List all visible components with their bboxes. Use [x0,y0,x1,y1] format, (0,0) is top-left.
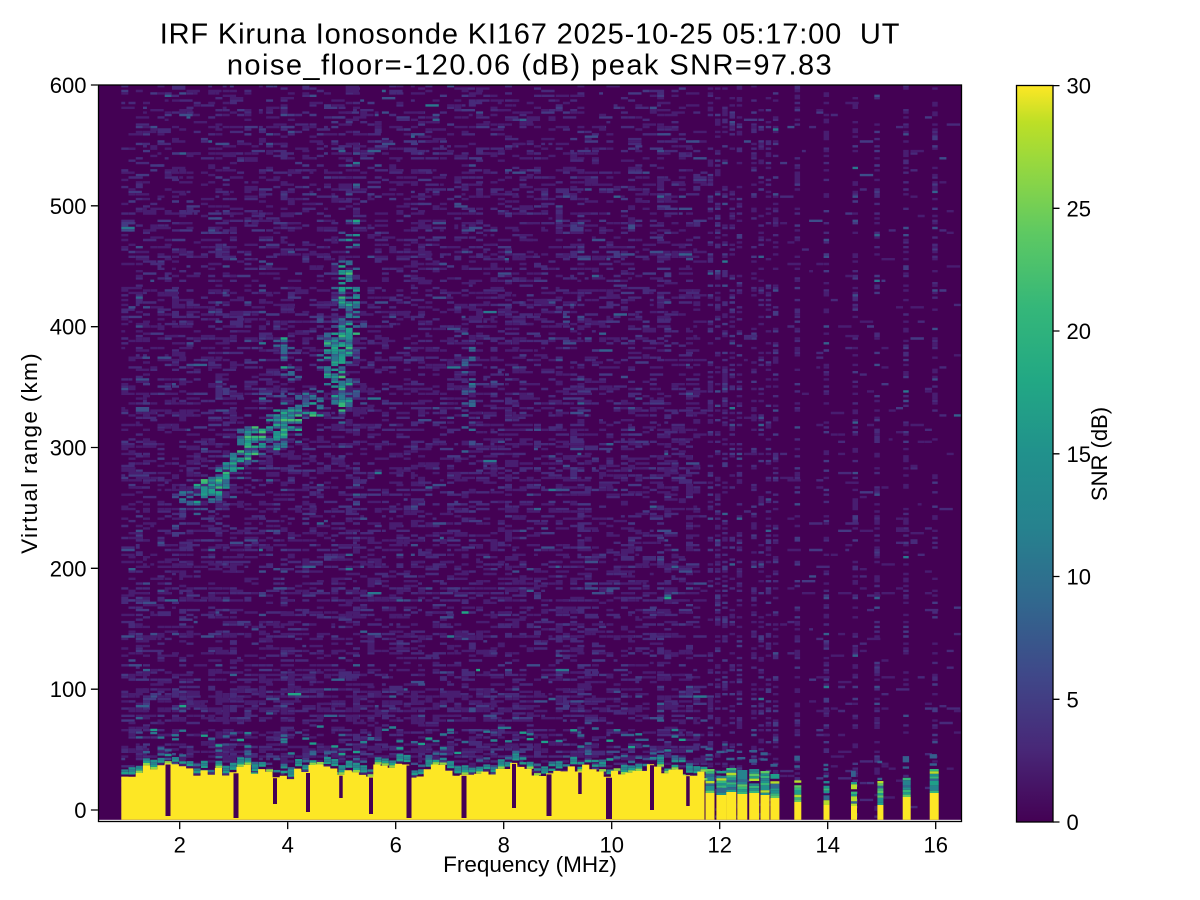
svg-text:12: 12 [707,833,731,858]
svg-text:16: 16 [923,833,947,858]
svg-text:14: 14 [815,833,839,858]
svg-text:2: 2 [174,833,186,858]
svg-text:600: 600 [50,73,87,98]
svg-text:0: 0 [1067,810,1079,835]
svg-text:6: 6 [390,833,402,858]
svg-text:15: 15 [1067,442,1091,467]
svg-text:0: 0 [74,798,86,823]
svg-text:8: 8 [498,833,510,858]
svg-text:Frequency (MHz): Frequency (MHz) [443,852,617,877]
svg-text:IRF Kiruna Ionosonde KI167 202: IRF Kiruna Ionosonde KI167 2025-10-25 05… [160,19,901,51]
svg-text:SNR (dB): SNR (dB) [1087,407,1112,501]
svg-text:300: 300 [50,436,87,461]
svg-text:25: 25 [1067,196,1091,221]
svg-text:20: 20 [1067,319,1091,344]
svg-text:30: 30 [1067,74,1091,99]
svg-text:4: 4 [282,833,294,858]
svg-text:Virtual range (km): Virtual range (km) [17,352,42,554]
svg-text:200: 200 [50,556,87,581]
svg-text:400: 400 [50,315,87,340]
svg-text:5: 5 [1067,687,1079,712]
svg-text:100: 100 [50,677,87,702]
svg-text:10: 10 [599,833,623,858]
svg-text:noise_floor=-120.06 (dB) peak: noise_floor=-120.06 (dB) peak SNR=97.83 [227,50,833,82]
svg-text:10: 10 [1067,565,1091,590]
svg-text:500: 500 [50,194,87,219]
